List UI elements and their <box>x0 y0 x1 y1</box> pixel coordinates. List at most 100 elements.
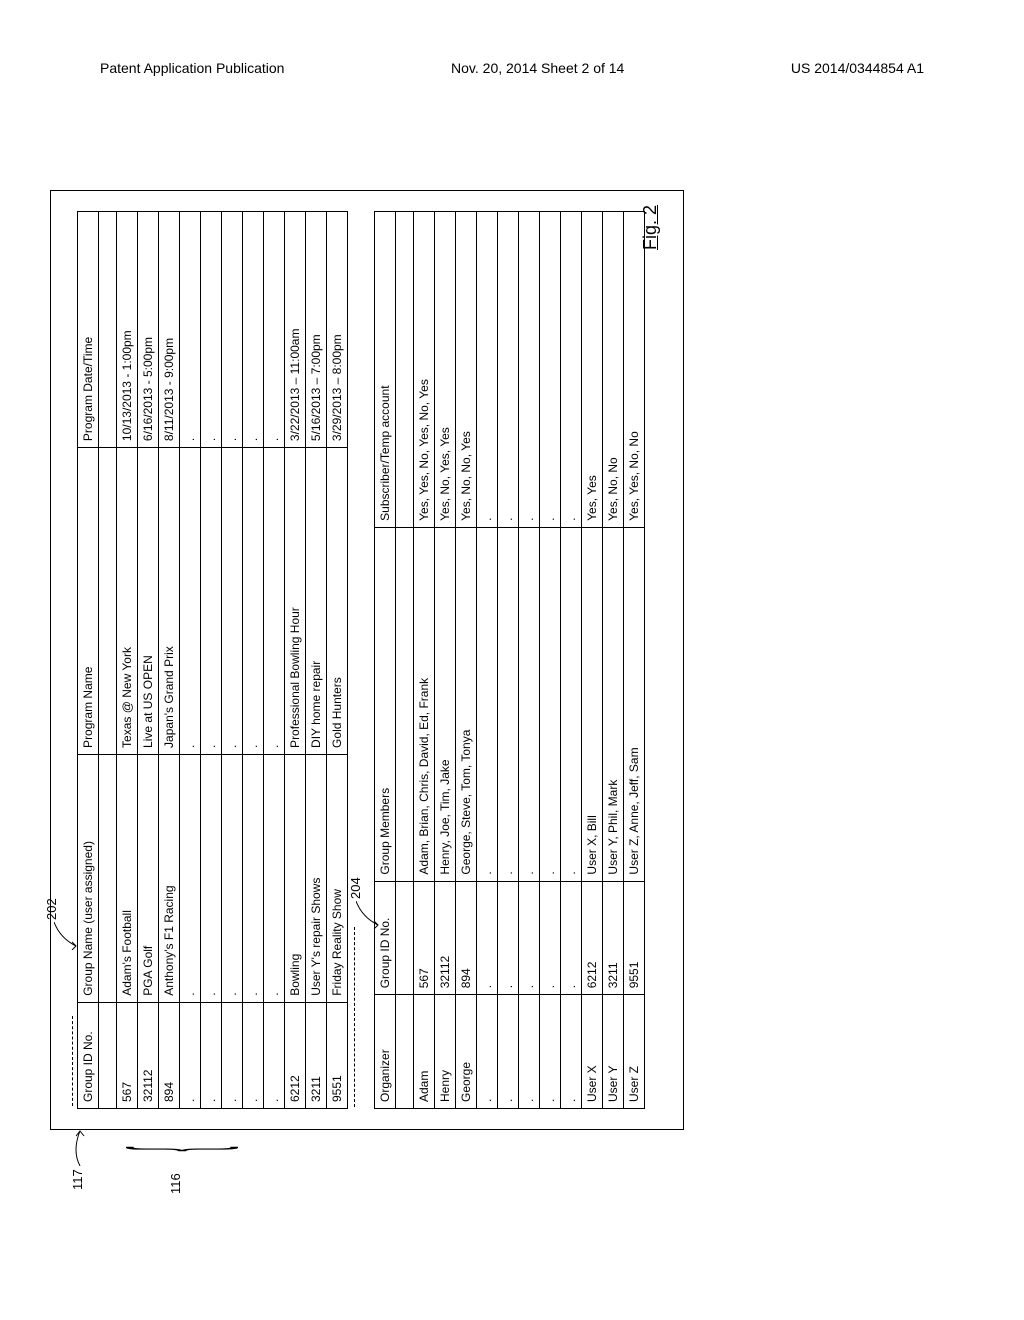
table-cell: Anthony's F1 Racing <box>159 754 180 1002</box>
table-cell: . <box>180 754 201 1002</box>
table-cell: . <box>519 212 540 528</box>
table-header-cell: Program Name <box>78 448 99 755</box>
figure-container: 117 { 116 202 G <box>50 180 974 1180</box>
table-cell: Gold Hunters <box>327 448 348 755</box>
table-row: 32112PGA GolfLive at US OPEN6/16/2013 - … <box>138 212 159 1109</box>
table-row: 6212BowlingProfessional Bowling Hour3/22… <box>285 212 306 1109</box>
table-row: .... <box>222 212 243 1109</box>
table-cell: 894 <box>159 1002 180 1108</box>
table-row: .... <box>477 212 498 1109</box>
table-header-row: Group ID No.Group Name (user assigned)Pr… <box>78 212 99 1109</box>
table-cell: Adam, Brian, Chris, David, Ed, Frank <box>414 527 435 881</box>
arrow-202 <box>54 920 80 950</box>
table-row: .... <box>243 212 264 1109</box>
table-row: .... <box>264 212 285 1109</box>
table-cell: User Y's repair Shows <box>306 754 327 1002</box>
table-cell: . <box>540 995 561 1109</box>
table-cell: 6212 <box>285 1002 306 1108</box>
table-header-cell: Group ID No. <box>78 1002 99 1108</box>
table-header-cell: Group Members <box>375 527 396 881</box>
table-cell: User X, Bill <box>582 527 603 881</box>
table-row: .... <box>180 212 201 1109</box>
table-cell: Japan's Grand Prix <box>159 448 180 755</box>
figure-label: Fig. 2 <box>640 205 661 250</box>
table-cell: Texas @ New York <box>117 448 138 755</box>
table-cell: Yes, No, No, Yes <box>456 212 477 528</box>
dashed-header-1 <box>72 1016 73 1106</box>
arrow-204 <box>356 899 382 929</box>
table-cell <box>396 995 414 1109</box>
header-center: Nov. 20, 2014 Sheet 2 of 14 <box>451 60 624 76</box>
table-row: User Y3211User Y, Phil, MarkYes, No, No <box>603 212 624 1109</box>
table-cell: . <box>222 1002 243 1108</box>
table-cell: . <box>201 1002 222 1108</box>
table-cell: Yes, Yes, No, Yes, No, Yes <box>414 212 435 528</box>
header-left: Patent Application Publication <box>100 60 284 76</box>
table-cell: 894 <box>456 881 477 995</box>
header-right: US 2014/0344854 A1 <box>791 60 924 76</box>
table-cell: . <box>180 212 201 448</box>
table-row: .... <box>519 212 540 1109</box>
table-row: User Z9551User Z, Anne, Jeff, SamYes, Ye… <box>624 212 645 1109</box>
table-cell <box>99 1002 117 1108</box>
dashed-header-2 <box>354 927 355 1107</box>
table-row: .... <box>201 212 222 1109</box>
table-cell: . <box>201 448 222 755</box>
table-cell: . <box>498 995 519 1109</box>
table-cell <box>396 212 414 528</box>
table-cell: . <box>243 448 264 755</box>
groups-table: Group ID No.Group Name (user assigned)Pr… <box>77 211 348 1109</box>
table-cell: . <box>222 448 243 755</box>
table-cell: . <box>498 881 519 995</box>
table-row: .... <box>498 212 519 1109</box>
table-cell: . <box>498 527 519 881</box>
table-cell: DIY home repair <box>306 448 327 755</box>
table-cell: . <box>519 881 540 995</box>
table-cell: . <box>477 212 498 528</box>
table-cell: Henry <box>435 995 456 1109</box>
table-cell: . <box>264 448 285 755</box>
table-cell: . <box>180 448 201 755</box>
table-cell: . <box>180 1002 201 1108</box>
table-cell: Professional Bowling Hour <box>285 448 306 755</box>
table-cell: . <box>477 527 498 881</box>
table-cell: . <box>201 754 222 1002</box>
table-cell: . <box>561 995 582 1109</box>
ref-116: 116 <box>168 1173 183 1194</box>
table-row: 567Adam's FootballTexas @ New York10/13/… <box>117 212 138 1109</box>
ref-117: 117 <box>70 1169 85 1190</box>
table-cell: . <box>222 212 243 448</box>
table-row: 3211User Y's repair ShowsDIY home repair… <box>306 212 327 1109</box>
table-cell <box>396 527 414 881</box>
table-cell: . <box>264 1002 285 1108</box>
table-cell: George <box>456 995 477 1109</box>
table-header-row: OrganizerGroup ID No.Group MembersSubscr… <box>375 212 396 1109</box>
organizers-table: OrganizerGroup ID No.Group MembersSubscr… <box>374 211 645 1109</box>
table-cell: User X <box>582 995 603 1109</box>
table-cell: 567 <box>117 1002 138 1108</box>
separator-row: 204 <box>354 211 368 1109</box>
table-cell: . <box>477 995 498 1109</box>
table-cell: George, Steve, Tom, Tonya <box>456 527 477 881</box>
table-cell: . <box>561 527 582 881</box>
table-cell: . <box>222 754 243 1002</box>
table-header-cell: Group Name (user assigned) <box>78 754 99 1002</box>
table-cell: . <box>243 212 264 448</box>
table-cell: 3211 <box>603 881 624 995</box>
table-cell: Adam's Football <box>117 754 138 1002</box>
table-row: .... <box>561 212 582 1109</box>
table-cell: . <box>540 881 561 995</box>
table-cell: Yes, No, Yes, Yes <box>435 212 456 528</box>
table-cell: . <box>540 527 561 881</box>
table-cell: 567 <box>414 881 435 995</box>
table-cell: Yes, Yes <box>582 212 603 528</box>
page: Patent Application Publication Nov. 20, … <box>0 0 1024 1320</box>
table-cell: 32112 <box>435 881 456 995</box>
table-row: George894George, Steve, Tom, TonyaYes, N… <box>456 212 477 1109</box>
table-cell: . <box>264 212 285 448</box>
arrow-117 <box>72 1126 92 1166</box>
table-cell: Friday Reality Show <box>327 754 348 1002</box>
figure-border: Group ID No.Group Name (user assigned)Pr… <box>50 190 684 1130</box>
table-cell: . <box>561 212 582 528</box>
table-cell: Henry, Joe, Tim, Jake <box>435 527 456 881</box>
